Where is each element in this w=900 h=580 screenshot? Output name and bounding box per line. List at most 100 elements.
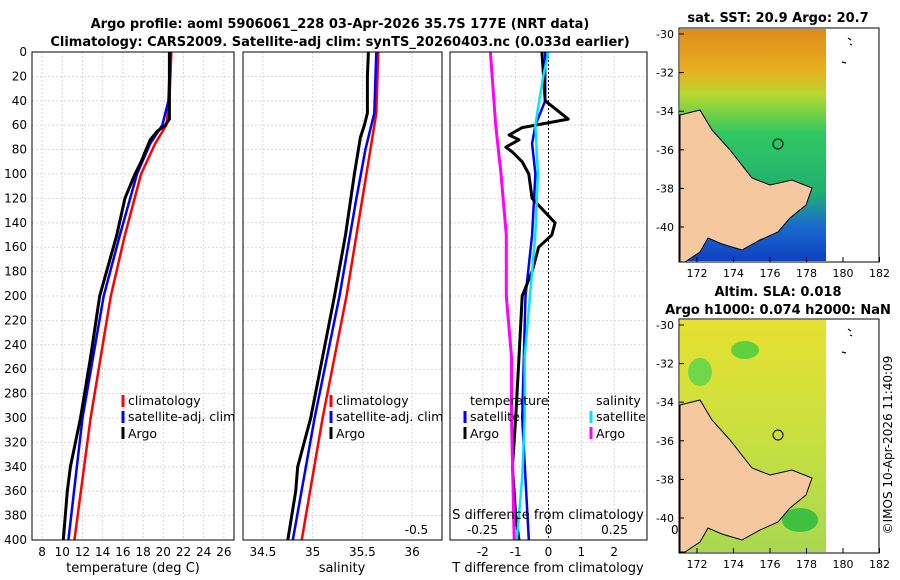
depth-tick-label: 40	[12, 94, 27, 108]
series-line-argo	[286, 52, 370, 540]
x-tick-label: 24	[196, 545, 211, 559]
map-lon-tick-label: 180	[833, 267, 854, 280]
depth-tick-label: 260	[4, 362, 27, 376]
sla-longitude-ticks: 172 174 176 178 180 182	[687, 548, 890, 571]
depth-tick-label: 400	[4, 533, 27, 547]
sst-map: sat. SST: 20.9 Argo: 20.7 -30-32-34-36-3…	[656, 11, 890, 280]
sst-map-title: sat. SST: 20.9 Argo: 20.7	[687, 11, 868, 26]
temperature-panel: 0 20 40 60 80 100 120 140 160 180 200 220 240 260 280 3…	[4, 45, 235, 576]
legend-t-satellite-label: satellite	[470, 409, 520, 424]
temperature-lines	[61, 52, 173, 540]
legend-argo-label: Argo	[336, 426, 365, 441]
sla-latitude-ticks: -30 -32 -34 -36 -38 -40	[656, 319, 684, 525]
x-tick-label: 35.5	[349, 545, 376, 559]
x-tick-label: 10	[55, 545, 70, 559]
temperature-grid	[32, 51, 234, 541]
temperature-tick-labels: 8 10 12 14 16 18 20 22 24 26	[38, 545, 231, 559]
x-tick-label: 8	[38, 545, 46, 559]
s-x-tick-label: 0.25	[601, 523, 628, 537]
depth-tick-label: 60	[12, 118, 27, 132]
sla-map-title1: Altim. SLA: 0.018	[715, 285, 842, 300]
salinity-lines	[286, 52, 380, 540]
map-lon-tick-label: 172	[687, 558, 708, 571]
temperature-xlabel: temperature (deg C)	[66, 561, 200, 576]
map-lon-tick-label: 176	[760, 267, 781, 280]
map-lon-tick-label: 182	[869, 267, 890, 280]
salinity-xlabel: salinity	[319, 561, 366, 576]
legend-temperature-header: temperature	[470, 393, 549, 408]
depth-tick-label: 20	[12, 69, 27, 83]
legend-argo-label: Argo	[128, 426, 157, 441]
series-line-satellite-adj-clim	[67, 52, 172, 540]
map-lon-tick-label: 174	[723, 558, 744, 571]
map-lon-tick-label: 178	[796, 558, 817, 571]
sla-new-zealand-land	[679, 399, 813, 553]
sla-anomaly-patch	[688, 358, 712, 386]
map-lat-tick-label: -34	[656, 396, 674, 409]
s-x-tick-label: 0	[545, 523, 553, 537]
legend-climatology-label: climatology	[128, 393, 201, 408]
depth-tick-label: 80	[12, 143, 27, 157]
difference-legend-temperature: temperature satellite Argo	[463, 393, 549, 441]
depth-tick-label: 180	[4, 265, 27, 279]
x-tick-label: 18	[135, 545, 150, 559]
depth-tick-label: 200	[4, 289, 27, 303]
x-tick-label: -1	[510, 545, 522, 559]
figure-title-line2: Climatology: CARS2009. Satellite-adj cli…	[50, 35, 629, 50]
x-tick-label: 2	[610, 545, 618, 559]
legend-satellite-label: satellite-adj. clim	[128, 409, 235, 424]
x-tick-label: 12	[75, 545, 90, 559]
legend-t-argo-label: Argo	[470, 426, 499, 441]
legend-climatology-label: climatology	[336, 393, 409, 408]
x-tick-label: 34.5	[250, 545, 277, 559]
x-tick-label: -2	[477, 545, 489, 559]
map-lat-tick-label: -38	[656, 473, 674, 486]
map-lon-tick-label: 178	[796, 267, 817, 280]
figure-title-line1: Argo profile: aoml 5906061_228 03-Apr-20…	[91, 17, 590, 32]
depth-tick-labels: 0 20 40 60 80 100 120 140 160 180 200 220 240 260 280 3…	[4, 45, 27, 547]
depth-tick-label: 140	[4, 216, 27, 230]
sst-islands	[841, 37, 853, 64]
map-lat-tick-label: -32	[656, 67, 674, 80]
sst-argo-location-marker	[772, 138, 784, 150]
map-lat-tick-label: -30	[656, 319, 674, 332]
map-lon-tick-label: 180	[833, 558, 854, 571]
depth-tick-label: 340	[4, 460, 27, 474]
x-tick-label: 26	[216, 545, 231, 559]
difference-axes-box	[449, 51, 648, 541]
temperature-legend: climatology satellite-adj. clim Argo	[121, 393, 235, 441]
t-difference-tick-labels: -2 -1 0 1 2	[477, 545, 618, 559]
depth-tick-label: 380	[4, 509, 27, 523]
map-lat-tick-label: -40	[656, 221, 674, 234]
map-lon-tick-label: 172	[687, 267, 708, 280]
x-tick-label: 1	[578, 545, 586, 559]
sla-anomaly-patch	[731, 341, 759, 359]
depth-tick-label: 120	[4, 191, 27, 205]
map-lat-tick-label: -36	[656, 435, 674, 448]
salinity-panel: 34.5 35 35.5 36 salinity climatology satell…	[242, 51, 443, 576]
x-tick-label: 20	[156, 545, 171, 559]
series-line-satellite-adj-clim	[291, 52, 378, 540]
salinity-tick-labels: 34.5 35 35.5 36	[250, 545, 420, 559]
map-lat-tick-label: -32	[656, 358, 674, 371]
map-lon-tick-label: 174	[723, 267, 744, 280]
s-x-tick-label: -0.25	[467, 523, 498, 537]
t-difference-xlabel: T difference from climatology	[451, 561, 644, 576]
difference-lines	[488, 52, 570, 540]
temperature-axes-box	[31, 51, 235, 541]
sst-new-zealand-land	[679, 109, 813, 263]
map-lon-tick-label: 182	[869, 558, 890, 571]
x-tick-label: 0	[545, 545, 553, 559]
map-lat-tick-label: -30	[656, 28, 674, 41]
sla-islands	[841, 328, 853, 354]
depth-tick-label: 220	[4, 313, 27, 327]
x-tick-label: 14	[95, 545, 110, 559]
depth-tick-label: 360	[4, 484, 27, 498]
map-lat-tick-label: -38	[656, 182, 674, 195]
series-line-t-satellite-diff	[520, 52, 547, 540]
series-line-t-argo-diff	[504, 52, 570, 540]
map-lat-tick-label: -34	[656, 105, 674, 118]
x-tick-label: 22	[176, 545, 191, 559]
sla-map-title2: Argo h1000: 0.074 h2000: NaN	[665, 303, 891, 318]
